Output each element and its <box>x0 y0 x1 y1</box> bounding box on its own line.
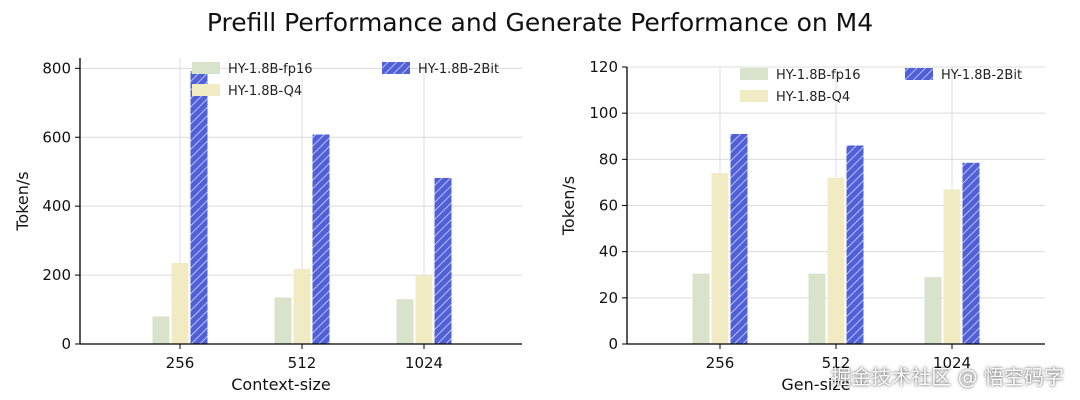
legend-swatch-bit2 <box>382 62 410 74</box>
bar-q4-512 <box>827 177 845 344</box>
bar-q4-1024 <box>415 275 433 344</box>
generate-chart-panel: 0 20 40 60 80 100 120 256 512 1024 Token/s Gen-size… <box>559 58 1045 394</box>
y-tick-label: 40 <box>599 243 618 261</box>
legend-swatch-q4 <box>740 90 768 102</box>
bar-q4-1024 <box>943 189 961 344</box>
legend-swatch-q4 <box>192 84 220 96</box>
x-tick-label: 256 <box>166 354 195 372</box>
legend-swatch-fp16 <box>740 68 768 80</box>
y-tick-label: 800 <box>42 59 71 77</box>
legend-label-fp16: HY-1.8B-fp16 <box>776 68 861 83</box>
bar-bit2-512 <box>312 134 330 344</box>
y-tick-label: 100 <box>589 104 618 122</box>
bar-bit2-256 <box>730 133 748 344</box>
y-tick-label: 600 <box>42 128 71 146</box>
legend-swatch-bit2 <box>905 68 933 80</box>
x-tick-label: 256 <box>706 354 735 372</box>
legend-label-bit2: HY-1.8B-2Bit <box>418 62 499 77</box>
x-axis-label: Gen-size <box>781 375 850 394</box>
bar-q4-256 <box>171 263 189 344</box>
y-tick-label: 200 <box>42 266 71 284</box>
y-tick-label: 60 <box>599 197 618 215</box>
bar-fp16-1024 <box>924 277 942 344</box>
bar-bit2-256 <box>190 71 208 344</box>
bar-q4-256 <box>711 173 729 344</box>
y-tick-label: 120 <box>589 58 618 76</box>
legend-label-bit2: HY-1.8B-2Bit <box>941 68 1022 83</box>
x-tick-label: 1024 <box>405 354 443 372</box>
bar-fp16-1024 <box>396 299 414 344</box>
legend-label-q4: HY-1.8B-Q4 <box>228 84 302 99</box>
legend-label-q4: HY-1.8B-Q4 <box>776 90 850 105</box>
legend-label-fp16: HY-1.8B-fp16 <box>228 62 313 77</box>
legend-swatch-fp16 <box>192 62 220 74</box>
bar-bit2-1024 <box>434 177 452 344</box>
bar-bit2-512 <box>846 145 864 344</box>
bar-fp16-256 <box>692 273 710 344</box>
y-tick-label: 20 <box>599 289 618 307</box>
y-tick-label: 0 <box>61 335 71 353</box>
y-tick-label: 0 <box>608 335 618 353</box>
chart-title: Prefill Performance and Generate Perform… <box>206 8 874 37</box>
bar-fp16-512 <box>274 297 292 344</box>
y-axis-label: Token/s <box>13 171 32 231</box>
x-tick-label: 1024 <box>933 354 971 372</box>
bar-bit2-1024 <box>962 162 980 344</box>
y-tick-label: 80 <box>599 150 618 168</box>
bar-fp16-256 <box>152 316 170 344</box>
watermark-text: 掘金技术社区 @ 悟空码字 <box>831 365 1064 389</box>
bar-q4-512 <box>293 268 311 344</box>
x-axis-label: Context-size <box>231 375 330 394</box>
prefill-chart-panel: 0 200 400 600 800 256 512 1024 Token/s Context-si… <box>13 58 522 394</box>
y-axis-label: Token/s <box>559 176 578 236</box>
x-tick-label: 512 <box>822 354 851 372</box>
y-tick-label: 400 <box>42 197 71 215</box>
bar-fp16-512 <box>808 273 826 344</box>
x-tick-label: 512 <box>288 354 317 372</box>
